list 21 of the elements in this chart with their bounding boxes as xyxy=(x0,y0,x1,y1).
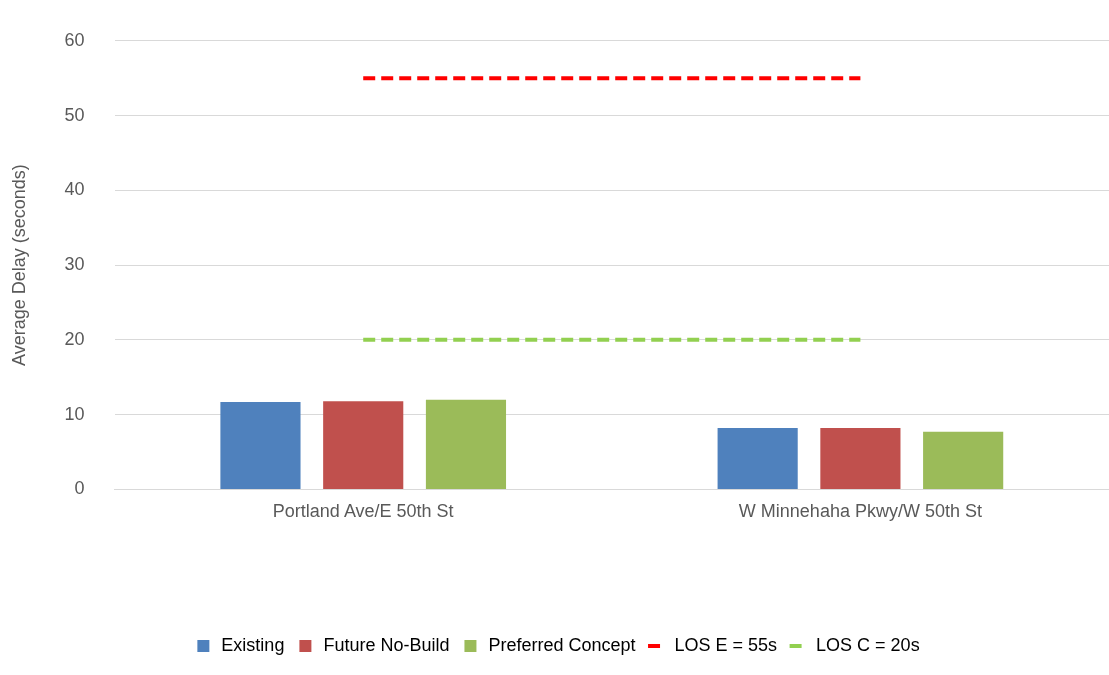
legend-label: Existing xyxy=(221,634,285,655)
y-tick-label: 10 xyxy=(64,403,85,424)
y-tick-label: 40 xyxy=(64,179,85,200)
y-tick-label: 0 xyxy=(74,478,85,499)
bar xyxy=(717,428,798,489)
y-axis-title: Average Delay (seconds) xyxy=(8,164,29,366)
legend-label: LOS C = 20s xyxy=(816,634,920,655)
legend-label: LOS E = 55s xyxy=(674,634,778,655)
x-tick-label: Portland Ave/E 50th St xyxy=(272,501,454,522)
bar xyxy=(923,431,1004,489)
bar xyxy=(820,428,901,489)
x-tick-label: W Minnehaha Pkwy/W 50th St xyxy=(738,501,982,522)
y-tick-label: 30 xyxy=(64,254,85,275)
bar xyxy=(220,401,301,489)
bar xyxy=(323,401,404,489)
y-tick-label: 20 xyxy=(64,328,85,349)
y-tick-label: 50 xyxy=(64,104,85,125)
legend-label: Preferred Concept xyxy=(488,634,636,655)
y-tick-label: 60 xyxy=(64,29,85,50)
legend-label: Future No-Build xyxy=(323,634,450,655)
bar xyxy=(425,399,507,489)
